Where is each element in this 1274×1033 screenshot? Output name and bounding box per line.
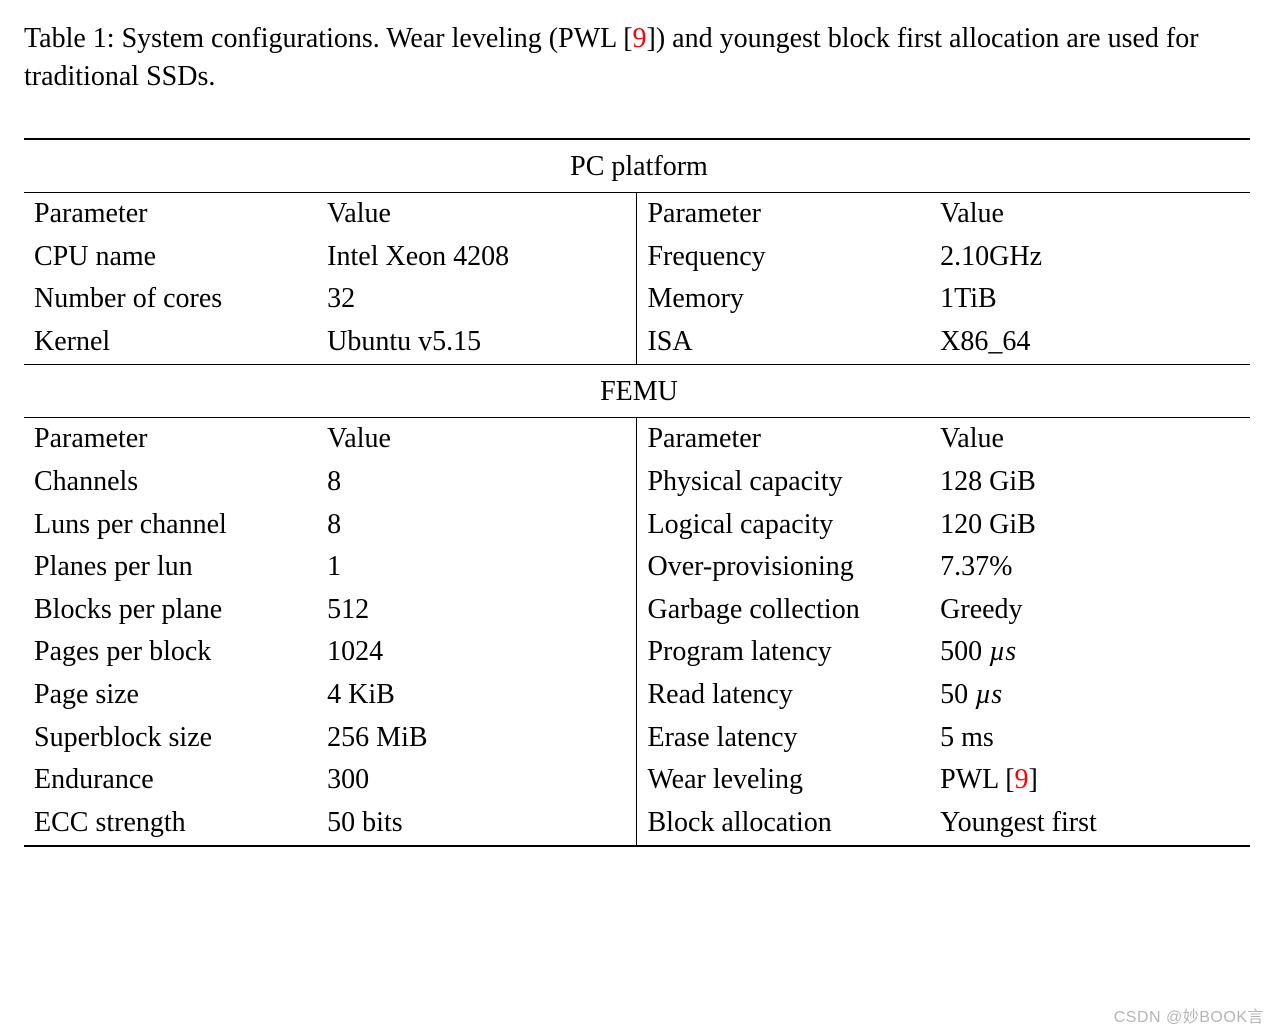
- cell-param: Logical capacity: [637, 504, 930, 547]
- cell-param: Garbage collection: [637, 589, 930, 632]
- table-caption: Table 1: System configurations. Wear lev…: [24, 20, 1250, 96]
- table-row: Channels 8 Physical capacity 128 GiB: [24, 461, 1250, 504]
- cell-param: Superblock size: [24, 717, 317, 760]
- femu-header-param-right: Parameter: [637, 418, 930, 461]
- cell-value: 1024: [317, 631, 637, 674]
- table-row: CPU name Intel Xeon 4208 Frequency 2.10G…: [24, 236, 1250, 279]
- bottom-rule: [24, 846, 1250, 847]
- section-row-pc: PC platform: [24, 139, 1250, 193]
- value-text: 50: [940, 679, 975, 710]
- cell-value: 4 KiB: [317, 674, 637, 717]
- cell-param: Wear leveling: [637, 759, 930, 802]
- pc-header-param-left: Parameter: [24, 193, 317, 236]
- table-row: Blocks per plane 512 Garbage collection …: [24, 589, 1250, 632]
- config-table: PC platform Parameter Value Parameter Va…: [24, 138, 1250, 847]
- cell-value: 300: [317, 759, 637, 802]
- cell-param: Erase latency: [637, 717, 930, 760]
- section-row-femu: FEMU: [24, 364, 1250, 418]
- pc-header-value-left: Value: [317, 193, 637, 236]
- cell-value: 8: [317, 504, 637, 547]
- femu-header-value-right: Value: [930, 418, 1250, 461]
- cell-param: Over-provisioning: [637, 546, 930, 589]
- cell-param: CPU name: [24, 236, 317, 279]
- cell-param: Block allocation: [637, 802, 930, 846]
- cell-param: Endurance: [24, 759, 317, 802]
- caption-prefix: Table 1: System configurations. Wear lev…: [24, 23, 633, 54]
- cell-param: Page size: [24, 674, 317, 717]
- femu-header-value-left: Value: [317, 418, 637, 461]
- cell-value: PWL [9]: [930, 759, 1250, 802]
- watermark: CSDN @妙BOOK言: [1114, 1003, 1264, 1027]
- section-title-femu: FEMU: [24, 364, 1250, 418]
- cell-param: Memory: [637, 278, 930, 321]
- cell-value: Greedy: [930, 589, 1250, 632]
- cell-value: 1: [317, 546, 637, 589]
- cell-param: Luns per channel: [24, 504, 317, 547]
- table-row: Number of cores 32 Memory 1TiB: [24, 278, 1250, 321]
- value-text: PWL [: [940, 764, 1014, 795]
- cell-value: X86_64: [930, 321, 1250, 364]
- value-text: 500: [940, 636, 989, 667]
- cell-value: 5 ms: [930, 717, 1250, 760]
- cell-param: ISA: [637, 321, 930, 364]
- cell-param: Program latency: [637, 631, 930, 674]
- cell-param: Number of cores: [24, 278, 317, 321]
- cell-value: 7.37%: [930, 546, 1250, 589]
- table-row: Superblock size 256 MiB Erase latency 5 …: [24, 717, 1250, 760]
- cell-value: 500 µs: [930, 631, 1250, 674]
- cell-value: Ubuntu v5.15: [317, 321, 637, 364]
- value-cite-number: 9: [1015, 764, 1029, 795]
- section-title-pc: PC platform: [24, 139, 1250, 193]
- cell-param: Pages per block: [24, 631, 317, 674]
- cell-value: 256 MiB: [317, 717, 637, 760]
- cell-value: 2.10GHz: [930, 236, 1250, 279]
- femu-header-param-left: Parameter: [24, 418, 317, 461]
- cell-value: 32: [317, 278, 637, 321]
- table-row: Luns per channel 8 Logical capacity 120 …: [24, 504, 1250, 547]
- cell-value: 8: [317, 461, 637, 504]
- table-row: Pages per block 1024 Program latency 500…: [24, 631, 1250, 674]
- cell-value: Youngest first: [930, 802, 1250, 846]
- pc-header-row: Parameter Value Parameter Value: [24, 193, 1250, 236]
- cell-value: 120 GiB: [930, 504, 1250, 547]
- cell-param: Physical capacity: [637, 461, 930, 504]
- pc-header-param-right: Parameter: [637, 193, 930, 236]
- value-unit: µs: [989, 636, 1016, 667]
- pc-header-value-right: Value: [930, 193, 1250, 236]
- table-row: Kernel Ubuntu v5.15 ISA X86_64: [24, 321, 1250, 364]
- table-row: Endurance 300 Wear leveling PWL [9]: [24, 759, 1250, 802]
- cell-param: Channels: [24, 461, 317, 504]
- cell-value: 128 GiB: [930, 461, 1250, 504]
- cell-param: ECC strength: [24, 802, 317, 846]
- table-row: ECC strength 50 bits Block allocation Yo…: [24, 802, 1250, 846]
- cell-value: 50 bits: [317, 802, 637, 846]
- cell-value: 1TiB: [930, 278, 1250, 321]
- caption-cite-number: 9: [633, 23, 647, 54]
- cell-value: 50 µs: [930, 674, 1250, 717]
- cell-param: Blocks per plane: [24, 589, 317, 632]
- cell-param: Planes per lun: [24, 546, 317, 589]
- table-row: Page size 4 KiB Read latency 50 µs: [24, 674, 1250, 717]
- cell-param: Frequency: [637, 236, 930, 279]
- cell-value: Intel Xeon 4208: [317, 236, 637, 279]
- cell-param: Read latency: [637, 674, 930, 717]
- value-unit: µs: [975, 679, 1002, 710]
- table-row: Planes per lun 1 Over-provisioning 7.37%: [24, 546, 1250, 589]
- cell-value: 512: [317, 589, 637, 632]
- cell-param: Kernel: [24, 321, 317, 364]
- femu-header-row: Parameter Value Parameter Value: [24, 418, 1250, 461]
- value-suffix: ]: [1029, 764, 1038, 795]
